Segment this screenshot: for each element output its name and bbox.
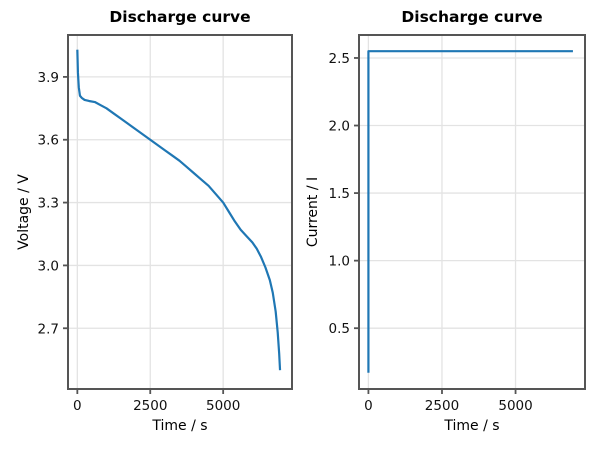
current-curve-line <box>367 50 573 373</box>
y-tick-label: 2.5 <box>329 51 350 67</box>
y-tick-label: 2.7 <box>38 321 59 337</box>
axes-spines <box>67 34 293 390</box>
x-tick-label: 0 <box>73 398 82 414</box>
right-plot-title: Discharge curve <box>401 8 543 26</box>
y-tick-label: 0.5 <box>329 321 350 337</box>
y-tick-label: 2.0 <box>329 119 350 135</box>
x-tick-label: 5000 <box>498 398 532 414</box>
left-plot-xlabel: Time / s <box>152 418 208 434</box>
y-tick-label: 1.5 <box>329 186 350 202</box>
left-plot-title: Discharge curve <box>109 8 251 26</box>
y-tick-label: 3.3 <box>38 196 59 212</box>
axes-spines <box>358 34 586 390</box>
right-plot-ylabel: Current / I <box>305 176 321 248</box>
x-tick-label: 0 <box>364 398 373 414</box>
voltage-curve-line <box>76 49 282 371</box>
y-tick-label: 3.9 <box>38 70 59 86</box>
x-tick-label: 5000 <box>206 398 240 414</box>
right-plot-xlabel: Time / s <box>444 418 500 434</box>
x-tick-label: 2500 <box>425 398 459 414</box>
left-plot-ylabel: Voltage / V <box>16 174 32 250</box>
x-tick-label: 2500 <box>133 398 167 414</box>
y-tick-label: 3.0 <box>38 258 59 274</box>
y-tick-label: 3.6 <box>38 133 59 149</box>
y-tick-label: 1.0 <box>329 254 350 270</box>
